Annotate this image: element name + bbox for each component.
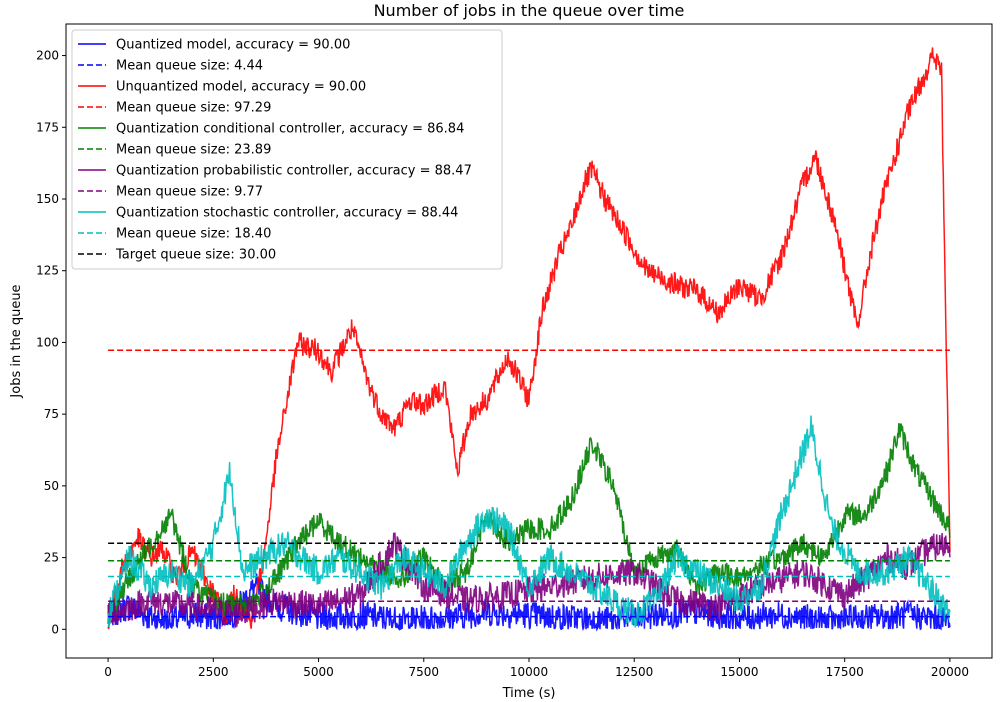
y-tick-label: 25 bbox=[44, 551, 59, 565]
y-tick-label: 0 bbox=[51, 622, 59, 636]
y-tick-label: 150 bbox=[36, 192, 59, 206]
x-axis-label: Time (s) bbox=[502, 686, 556, 701]
legend-entry: Quantization stochastic controller, accu… bbox=[116, 206, 458, 221]
legend-entry: Quantization probabilistic controller, a… bbox=[116, 164, 472, 179]
legend-entry: Mean queue size: 18.40 bbox=[116, 227, 271, 242]
x-axis: 0 2500 5000 7500 10000 12500 15000 17500 20000 bbox=[104, 658, 969, 679]
x-tick-label: 15000 bbox=[720, 665, 758, 679]
legend: Quantized model, accuracy = 90.00 Mean qu… bbox=[71, 29, 503, 270]
x-tick-label: 7500 bbox=[408, 665, 439, 679]
y-tick-label: 75 bbox=[44, 407, 59, 421]
y-axis-label: Jobs in the queue bbox=[9, 284, 24, 398]
y-tick-label: 200 bbox=[36, 49, 59, 63]
legend-entry: Quantized model, accuracy = 90.00 bbox=[116, 38, 350, 53]
y-tick-label: 125 bbox=[36, 264, 59, 278]
x-tick-label: 2500 bbox=[198, 665, 229, 679]
series-line-8 bbox=[107, 415, 951, 628]
x-tick-label: 12500 bbox=[615, 665, 653, 679]
legend-entry: Unquantized model, accuracy = 90.00 bbox=[116, 80, 366, 95]
x-tick-label: 5000 bbox=[303, 665, 334, 679]
y-axis: 0 25 50 75 100 125 150 175 200 bbox=[36, 49, 66, 636]
y-tick-label: 175 bbox=[36, 120, 59, 134]
legend-entry: Quantization conditional controller, acc… bbox=[116, 122, 464, 137]
x-tick-label: 17500 bbox=[826, 665, 864, 679]
chart-title: Number of jobs in the queue over time bbox=[374, 1, 685, 20]
legend-entry: Mean queue size: 97.29 bbox=[116, 101, 271, 116]
y-tick-label: 100 bbox=[36, 335, 59, 349]
legend-entry: Mean queue size: 4.44 bbox=[116, 59, 263, 74]
x-tick-label: 10000 bbox=[510, 665, 548, 679]
plot-lines bbox=[107, 47, 951, 632]
legend-entry: Mean queue size: 9.77 bbox=[116, 185, 263, 200]
x-tick-label: 20000 bbox=[931, 665, 969, 679]
y-tick-label: 50 bbox=[44, 479, 59, 493]
legend-box bbox=[71, 29, 503, 270]
legend-entry: Mean queue size: 23.89 bbox=[116, 143, 271, 158]
x-tick-label: 0 bbox=[104, 665, 112, 679]
legend-entry: Target queue size: 30.00 bbox=[115, 248, 276, 263]
